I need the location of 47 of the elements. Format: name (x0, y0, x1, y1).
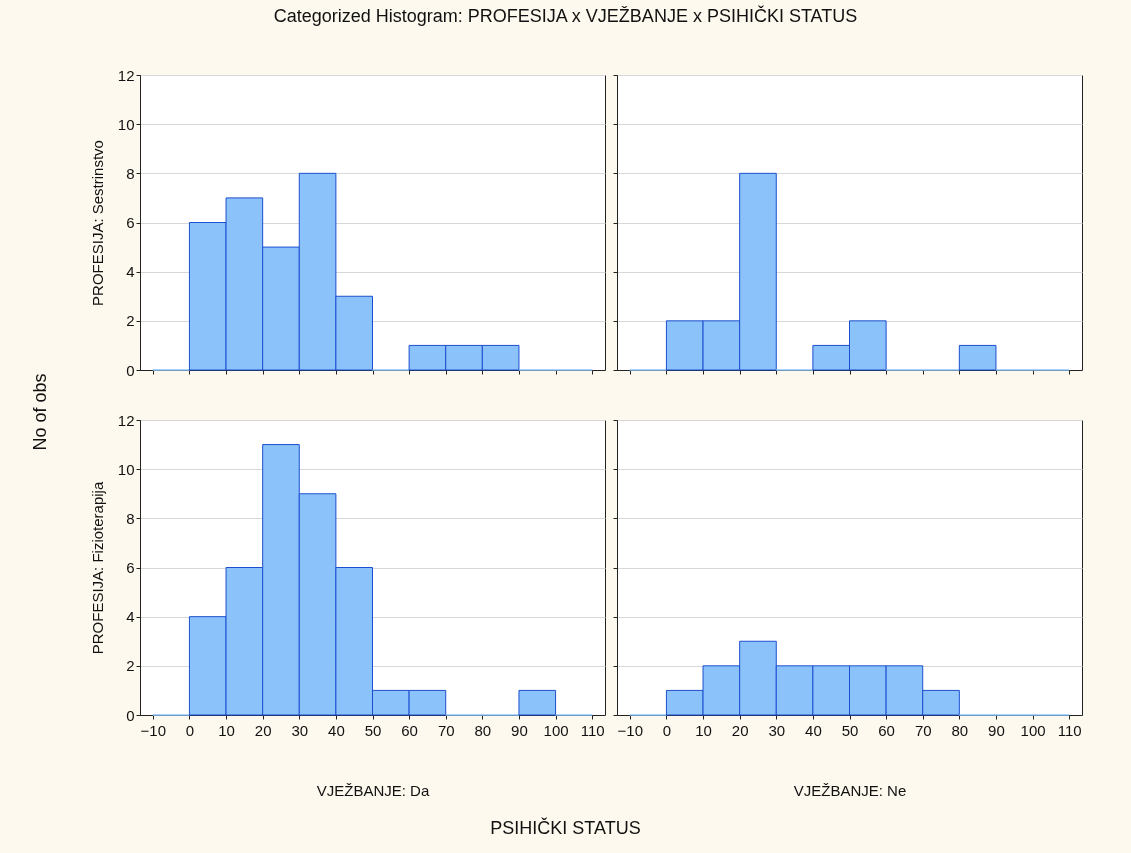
y-tick-label: 4 (126, 608, 135, 626)
x-tick-label: 10 (218, 721, 235, 739)
x-tick-label: 40 (805, 721, 822, 739)
y-axis-title: PROFESIJA: Sestrinstvo (88, 140, 106, 306)
chart-title: Categorized Histogram: PROFESIJA x VJEŽBANJE x PSIHIČKI STATUS (272, 6, 859, 27)
x-tick-label: 90 (988, 721, 1005, 739)
x-tick-label: 50 (841, 721, 859, 739)
x-tick-label: 20 (731, 721, 749, 739)
y-tick-label: 10 (117, 460, 135, 478)
x-tick-label: 110 (1057, 721, 1082, 739)
y-tick-label: 6 (126, 214, 135, 231)
x-tick-label: 30 (291, 721, 309, 739)
y-tick-label: 12 (117, 411, 135, 429)
y-tick-label: 6 (126, 559, 135, 576)
y-tick-label: 4 (126, 263, 135, 281)
x-tick-label: 50 (364, 721, 382, 739)
x-axis-title: VJEŽBANJE: Da (316, 781, 430, 799)
y-tick-label: 8 (126, 509, 135, 527)
x-tick-label: 100 (1020, 721, 1046, 739)
x-tick-label: 80 (951, 721, 969, 739)
x-tick-label: 30 (768, 721, 786, 739)
x-tick-label: 90 (511, 721, 528, 739)
x-tick-label: 70 (914, 721, 932, 739)
x-tick-label: 100 (543, 721, 569, 739)
text: PSIHIČKI STATUS (489, 818, 642, 839)
x-axis-title: VJEŽBANJE: Ne (793, 781, 907, 799)
x-tick-label: 60 (878, 721, 895, 739)
x-tick-label: 60 (401, 721, 418, 739)
x-tick-label: −10 (617, 721, 644, 739)
y-axis-title: PROFESIJA: Fizioterapija (88, 481, 106, 655)
y-tick-label: 2 (126, 312, 135, 330)
x-tick-label: 0 (662, 721, 672, 739)
x-tick-label: −10 (140, 721, 167, 739)
x-tick-label: 110 (580, 721, 605, 739)
y-tick-label: 0 (126, 706, 135, 724)
x-tick-label: 0 (185, 721, 195, 739)
x-tick-label: 40 (328, 721, 345, 739)
y-tick-label: 2 (126, 657, 135, 675)
x-tick-label: 80 (474, 721, 492, 739)
y-tick-label: 12 (117, 66, 135, 84)
x-tick-label: 10 (695, 721, 712, 739)
y-tick-label: 10 (117, 115, 135, 133)
x-tick-label: 70 (437, 721, 455, 739)
y-tick-label: 8 (126, 164, 135, 182)
text: No of obs (29, 373, 51, 451)
y-tick-label: 0 (126, 361, 135, 379)
x-tick-label: 20 (254, 721, 272, 739)
